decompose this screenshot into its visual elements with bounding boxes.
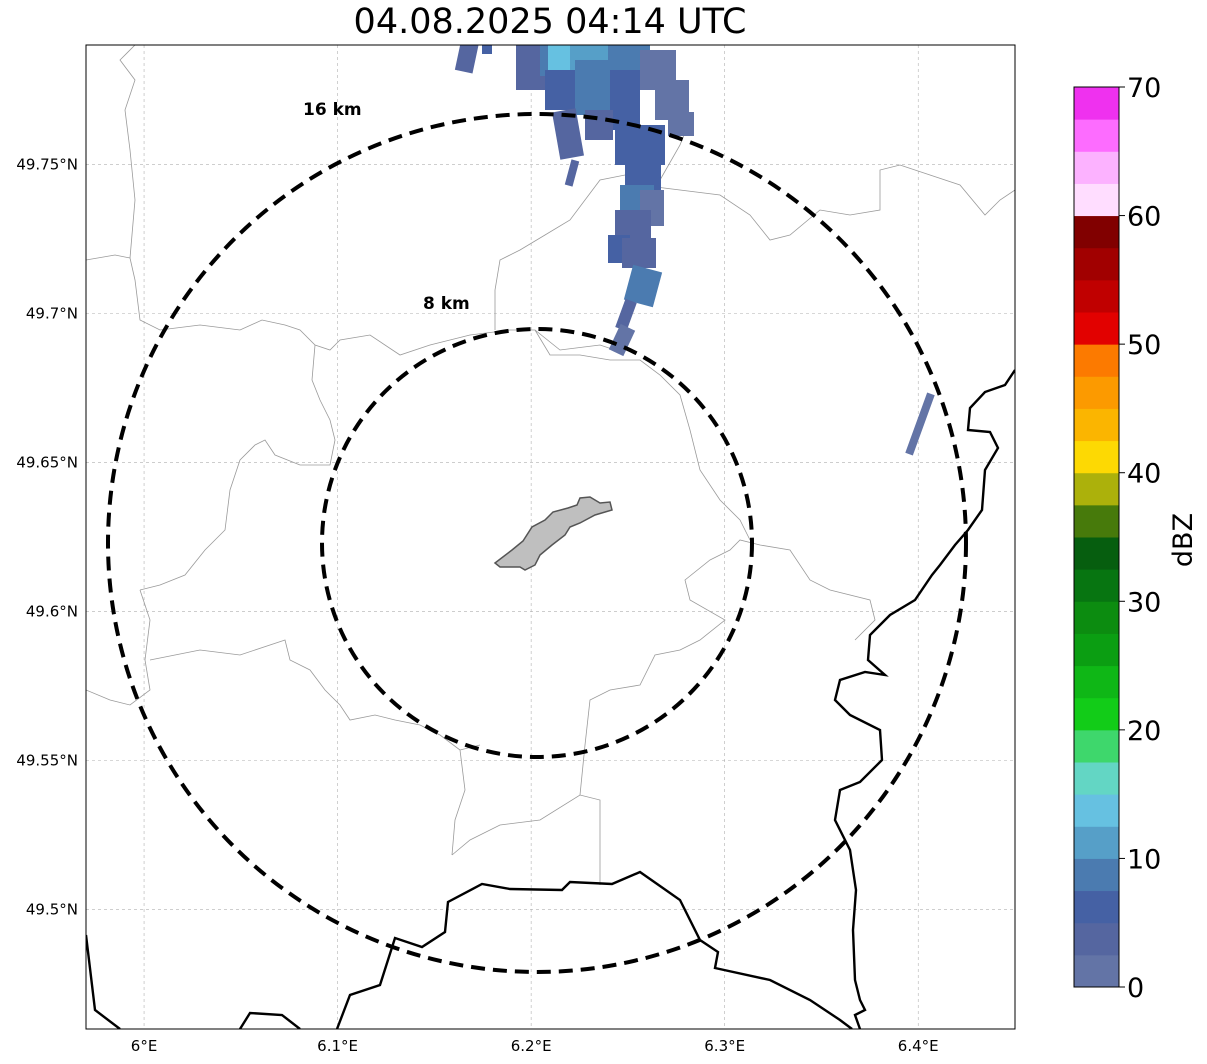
colorbar-segment bbox=[1074, 312, 1119, 345]
range-ring-16km bbox=[106, 112, 968, 974]
colorbar-segment bbox=[1074, 472, 1119, 506]
colorbar-segment bbox=[1074, 954, 1119, 988]
city-area bbox=[493, 496, 613, 571]
colorbar-tick-label: 0 bbox=[1127, 973, 1144, 1004]
echo-cell bbox=[548, 45, 572, 72]
ring-label-16km: 16 km bbox=[303, 100, 362, 120]
echo-cell bbox=[615, 298, 637, 332]
colorbar-tick-label: 60 bbox=[1127, 202, 1161, 233]
commune-boundary bbox=[139, 344, 336, 591]
colorbar-segment bbox=[1074, 697, 1119, 731]
lat-tick-label: 49.6°N bbox=[26, 603, 78, 621]
colorbar-segment bbox=[1074, 119, 1119, 152]
colorbar-segment bbox=[1074, 633, 1119, 667]
echo-cell bbox=[575, 60, 610, 115]
colorbar-segment bbox=[1074, 215, 1119, 249]
colorbar-segment bbox=[1074, 569, 1119, 602]
borders-layer bbox=[86, 45, 1015, 1029]
echo-cell bbox=[668, 112, 694, 136]
colorbar-segment bbox=[1074, 344, 1119, 377]
colorbar-segment bbox=[1074, 794, 1119, 827]
colorbar-segment bbox=[1074, 504, 1119, 538]
echo-cell bbox=[552, 108, 584, 160]
echo-cell bbox=[608, 323, 636, 357]
colorbar-segment bbox=[1074, 247, 1119, 281]
colorbar-segment bbox=[1074, 87, 1119, 120]
echo-cell bbox=[545, 70, 575, 110]
colorbar-tick-label: 10 bbox=[1127, 844, 1161, 875]
lat-tick-label: 49.55°N bbox=[16, 752, 78, 770]
colorbar-tick-label: 70 bbox=[1127, 73, 1161, 104]
echo-cell bbox=[482, 45, 492, 54]
colorbar-tick-label: 20 bbox=[1127, 716, 1161, 747]
colorbar-segment bbox=[1074, 858, 1119, 892]
latitude-ticks: 49.5°N 49.55°N 49.6°N 49.65°N 49.7°N 49.75°N bbox=[16, 155, 78, 918]
radar-echoes bbox=[454, 45, 935, 456]
lon-tick-label: 6.2°E bbox=[511, 1037, 552, 1055]
colorbar-segment bbox=[1074, 408, 1119, 442]
map-frame bbox=[85, 44, 1016, 1030]
lon-tick-label: 6.4°E bbox=[898, 1037, 939, 1055]
commune-boundary bbox=[494, 164, 1015, 330]
colorbar-segment bbox=[1074, 922, 1119, 956]
colorbar-segment bbox=[1074, 601, 1119, 634]
echo-cell bbox=[623, 264, 663, 308]
colorbar-segment bbox=[1074, 665, 1119, 699]
longitude-ticks: 6°E 6.1°E 6.2°E 6.3°E 6.4°E bbox=[131, 1037, 939, 1055]
echo-cell bbox=[585, 110, 613, 140]
colorbar-segment bbox=[1074, 151, 1119, 184]
colorbar-tick-label: 50 bbox=[1127, 330, 1161, 361]
national-border bbox=[335, 870, 853, 1029]
echo-cell bbox=[905, 392, 935, 456]
colorbar-frame bbox=[1073, 86, 1120, 988]
commune-boundary bbox=[119, 45, 136, 259]
map-title: 04.08.2025 04:14 UTC bbox=[353, 2, 747, 42]
lat-tick-label: 49.7°N bbox=[26, 304, 78, 322]
colorbar-segment bbox=[1074, 890, 1119, 924]
colorbar-segment bbox=[1074, 537, 1119, 570]
lon-tick-label: 6.1°E bbox=[317, 1037, 358, 1055]
ring-label-8km: 8 km bbox=[423, 294, 470, 314]
national-border bbox=[833, 369, 1015, 1029]
lat-tick-label: 49.5°N bbox=[26, 901, 78, 919]
commune-boundary bbox=[451, 794, 601, 885]
lat-tick-label: 49.75°N bbox=[16, 155, 78, 173]
colorbar-segment bbox=[1074, 826, 1119, 859]
commune-boundary bbox=[579, 539, 876, 796]
national-border bbox=[86, 934, 121, 1029]
lat-tick-label: 49.65°N bbox=[16, 453, 78, 471]
lon-tick-label: 6.3°E bbox=[704, 1037, 745, 1055]
range-ring-8km bbox=[320, 327, 754, 759]
echo-cell bbox=[564, 159, 580, 187]
echo-cell bbox=[454, 45, 480, 74]
commune-boundary bbox=[534, 329, 751, 541]
colorbar-tick-label: 30 bbox=[1127, 587, 1161, 618]
echo-cell bbox=[622, 238, 656, 268]
lon-tick-label: 6°E bbox=[131, 1037, 158, 1055]
colorbar-segment bbox=[1074, 183, 1119, 217]
colorbar-segment bbox=[1074, 440, 1119, 474]
commune-boundary bbox=[149, 639, 466, 856]
national-border bbox=[238, 1011, 301, 1029]
colorbar-label: dBZ bbox=[1168, 513, 1199, 567]
gridlines bbox=[86, 45, 1015, 1029]
colorbar-segment bbox=[1074, 729, 1119, 763]
colorbar-segment bbox=[1074, 279, 1119, 313]
colorbar-tick-label: 40 bbox=[1127, 459, 1161, 490]
colorbar: 0 10 20 30 40 50 60 70 bbox=[1073, 73, 1161, 1004]
commune-boundary bbox=[86, 589, 151, 706]
colorbar-segment bbox=[1074, 376, 1119, 409]
colorbar-segment bbox=[1074, 762, 1119, 795]
